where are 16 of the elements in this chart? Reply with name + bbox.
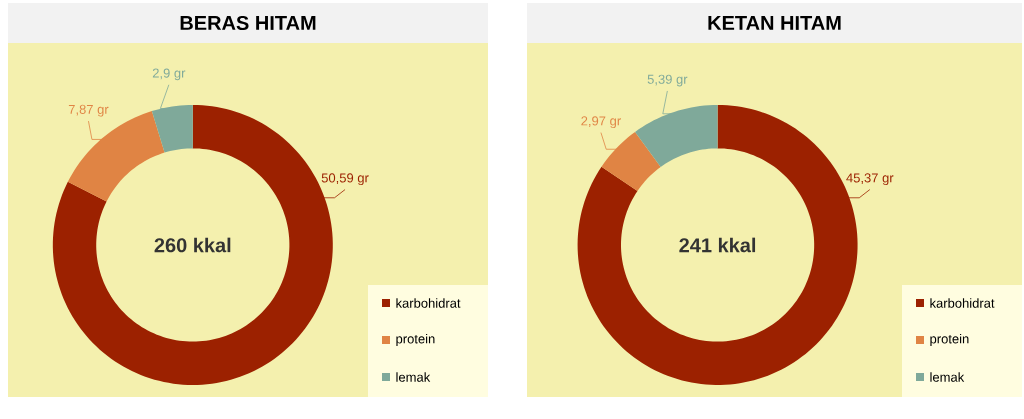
legend-label: karbohidrat	[396, 298, 461, 308]
legend-label: lemak	[396, 372, 431, 382]
legend-label: protein	[930, 333, 969, 347]
legend-label: protein	[396, 333, 435, 347]
chart-title: BERAS HITAM	[180, 15, 316, 31]
data-label: 45,37 gr	[846, 173, 894, 186]
text: 241 kkal	[679, 237, 756, 253]
data-label: 5,39 gr	[647, 74, 688, 87]
legend-label: lemak	[930, 372, 965, 382]
data-label: 2,9 gr	[152, 68, 186, 81]
data-label: 7,87 gr	[68, 104, 109, 117]
text: 260 kkal	[154, 237, 231, 253]
data-label: 50,59 gr	[321, 173, 369, 186]
data-label: 2,97 gr	[581, 116, 621, 129]
legend-label: karbohidrat	[930, 298, 995, 308]
chart-title: KETAN HITAM	[708, 16, 841, 30]
